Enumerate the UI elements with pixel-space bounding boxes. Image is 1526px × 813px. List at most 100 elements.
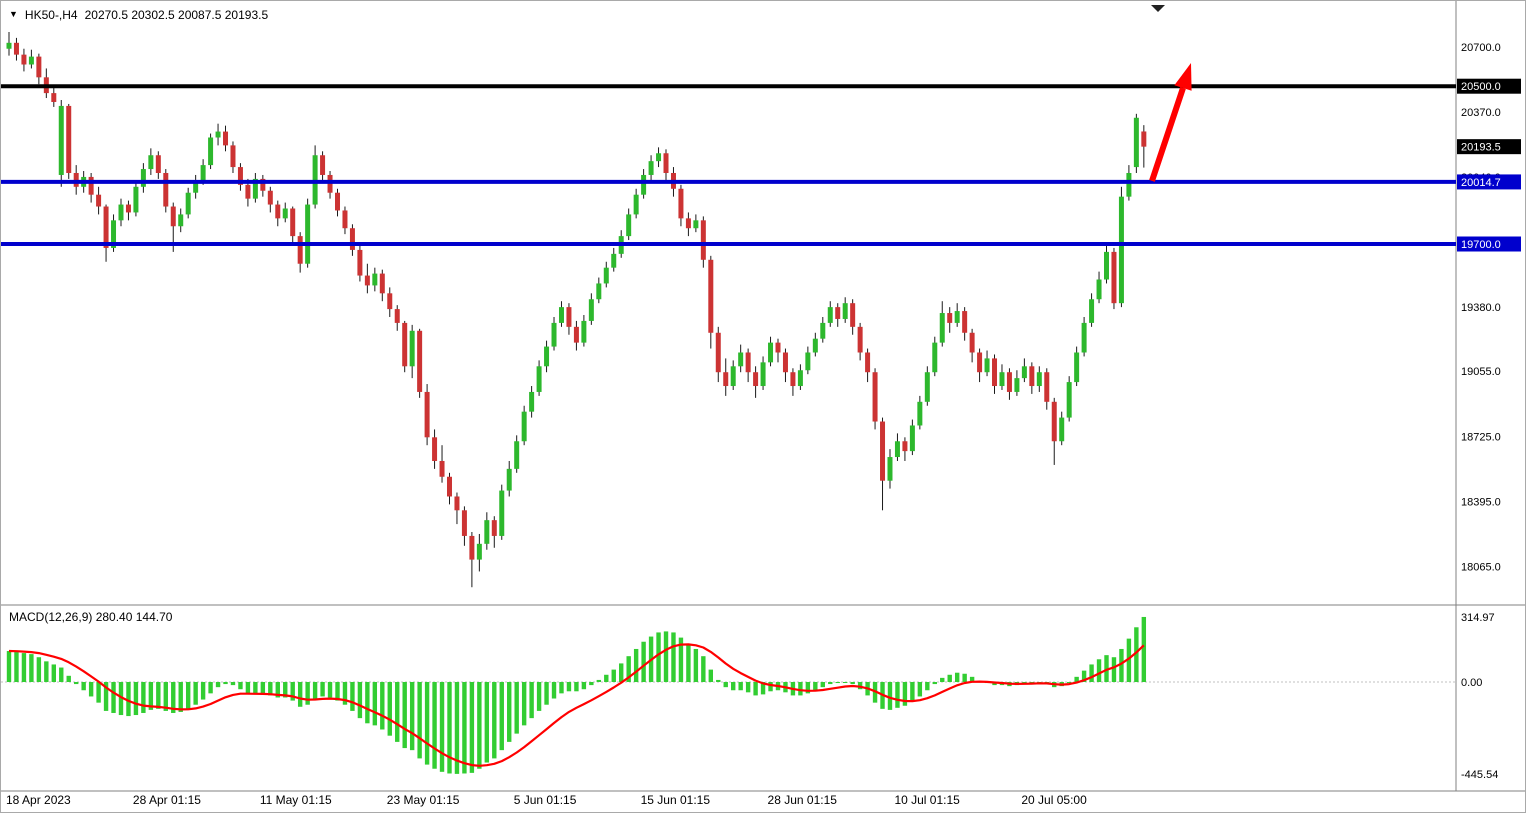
macd-bar [59, 667, 64, 682]
red-arrow-shaft [1149, 87, 1186, 182]
price-tag-text: 20193.5 [1461, 142, 1501, 154]
macd-bar [663, 631, 669, 682]
bear-candle-body [782, 352, 788, 373]
red-arrow-annotation [1149, 63, 1192, 182]
macd-bar [380, 682, 385, 730]
bull-candle-body [768, 342, 774, 363]
bull-candle-body [506, 468, 512, 491]
macd-bar [708, 669, 714, 682]
macd-bar [947, 674, 952, 682]
macd-bar [88, 682, 94, 697]
red-arrow-head [1174, 63, 1192, 91]
macd-bar [1141, 616, 1147, 682]
macd-histogram [6, 616, 1147, 774]
bear-candle-body [902, 441, 908, 452]
bull-candle-body [551, 322, 557, 347]
bull-candle-body [536, 366, 542, 392]
macd-bar [768, 682, 773, 692]
bear-candle-body [320, 155, 326, 175]
bull-candle-body [1104, 251, 1110, 280]
bull-candle-body [939, 313, 945, 343]
price-tag-text: 19700.0 [1461, 239, 1501, 251]
bear-candle-body [857, 326, 863, 353]
bear-candle-body [566, 307, 572, 327]
macd-bar [81, 682, 86, 691]
macd-bar [320, 682, 325, 697]
macd-bar [454, 682, 460, 774]
macd-bar [1111, 657, 1117, 682]
macd-bar [141, 682, 146, 713]
macd-bar [969, 676, 975, 682]
bear-candle-body [402, 322, 408, 367]
price-tag-20500.0 [1457, 78, 1521, 94]
macd-bar [14, 652, 19, 682]
macd-bar [887, 682, 893, 710]
macd-bar [798, 682, 803, 696]
macd-bar [163, 682, 168, 711]
bull-candle-body [581, 320, 587, 343]
bull-candle-body [887, 457, 893, 481]
macd-bar [185, 682, 191, 709]
bear-candle-body [357, 249, 363, 276]
price-axis-label: 19055.0 [1461, 366, 1501, 378]
macd-bar [447, 682, 452, 774]
bear-candle-body [349, 228, 355, 250]
bull-candle-body [409, 330, 415, 367]
bull-candle-body [760, 362, 766, 387]
macd-bar [51, 664, 56, 682]
bear-candle-body [267, 190, 273, 205]
bear-candle-body [155, 155, 161, 173]
bear-candle-body [223, 131, 229, 146]
bull-candle-body [693, 220, 699, 229]
macd-bar [357, 682, 363, 719]
bull-candle-body [954, 311, 960, 323]
macd-axis-label: 314.97 [1461, 612, 1495, 624]
bull-candle-body [648, 161, 654, 175]
bull-candle-body [140, 169, 146, 187]
macd-bar [1126, 638, 1132, 682]
bear-candle-body [379, 273, 385, 294]
bull-candle-body [514, 441, 520, 469]
bear-candle-body [21, 54, 27, 65]
macd-bar [200, 682, 206, 700]
bull-candle-body [282, 208, 288, 219]
macd-bar [641, 641, 646, 682]
bear-candle-body [1051, 401, 1057, 442]
bull-candle-body [820, 322, 826, 339]
macd-bar [962, 673, 967, 682]
bull-candle-body [1126, 172, 1132, 197]
macd-bar [626, 656, 631, 682]
price-tag-19700.0 [1457, 236, 1521, 252]
bull-candle-body [185, 192, 191, 215]
bull-candle-body [544, 346, 550, 367]
macd-bar [283, 682, 288, 698]
bear-candle-body [417, 330, 423, 392]
price-tags: 20500.0 20193.5 20014.7 19700.0 [1457, 78, 1521, 252]
bull-candle-body [521, 411, 527, 442]
macd-axis-label: -445.54 [1461, 769, 1498, 781]
bear-candle-body [387, 293, 393, 310]
macd-bar [850, 682, 855, 685]
macd-bar [118, 682, 124, 716]
bull-candle-body [842, 303, 848, 319]
price-axis-label: 19380.0 [1461, 302, 1501, 314]
bull-candle-body [252, 178, 258, 199]
macd-bar [253, 682, 258, 695]
bull-candle-body [133, 186, 139, 213]
macd-indicator-label: MACD(12,26,9) 280.40 144.70 [9, 610, 173, 624]
macd-bar [701, 656, 706, 682]
macd-bar [395, 682, 400, 742]
time-axis-label: 23 May 01:15 [387, 793, 460, 807]
macd-bar [842, 682, 848, 683]
macd-axis-labels: 314.97 0.00 -445.54 [1461, 612, 1498, 781]
bear-candle-body [1006, 372, 1012, 392]
bull-candle-body [633, 194, 639, 215]
bear-candle-body [275, 204, 281, 219]
scroll-to-end-icon [1151, 5, 1165, 12]
macd-bar [1104, 655, 1109, 682]
bull-candle-body [1074, 352, 1080, 383]
bull-candle-body [58, 105, 64, 175]
bear-candle-body [297, 236, 303, 264]
macd-bar [290, 682, 295, 701]
